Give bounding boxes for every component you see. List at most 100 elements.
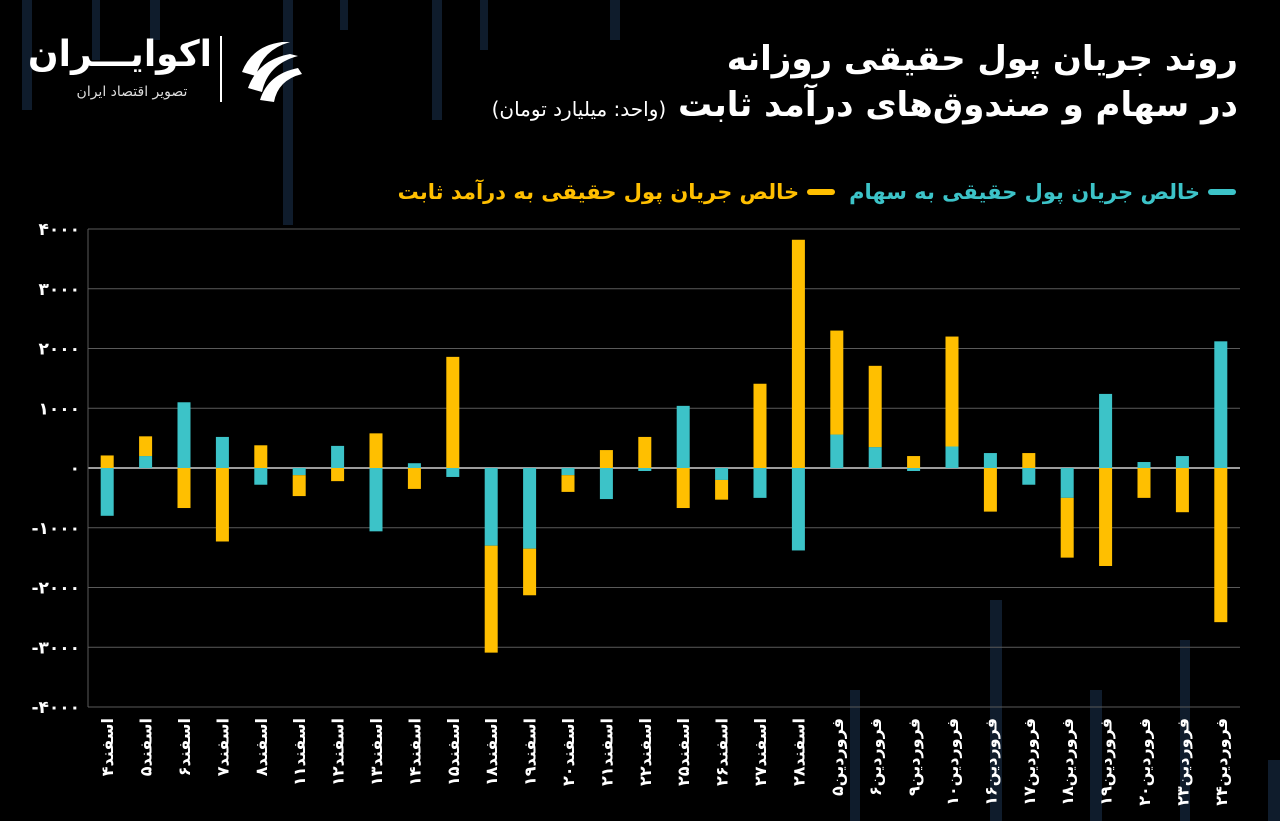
chart-legend: خالص جریان پول حقیقی به سهام خالص جریان … (398, 180, 1236, 204)
y-tick-label: -۲۰۰۰ (31, 579, 80, 599)
x-tick-label: فروردین۱۶ (981, 718, 1000, 806)
x-tick-label: اسفند۱۵ (444, 718, 463, 786)
bar-fixed-income (1022, 453, 1036, 468)
bar-fixed-income (292, 475, 306, 497)
bar-stocks (523, 468, 537, 549)
x-tick-label: اسفند۱۴ (405, 718, 424, 786)
unit-label: (واحد: میلیارد تومان) (491, 97, 667, 121)
legend-item-stocks: خالص جریان پول حقیقی به سهام (849, 180, 1236, 204)
legend-item-fixed-income: خالص جریان پول حقیقی به درآمد ثابت (397, 180, 836, 204)
bar-stocks (254, 468, 268, 485)
bar-fixed-income (254, 445, 268, 468)
bar-fixed-income (907, 456, 921, 468)
bar-fixed-income (1099, 468, 1113, 566)
x-tick-label: اسفند۴ (98, 718, 117, 776)
bar-fixed-income (1214, 468, 1228, 623)
bar-stocks (945, 446, 959, 468)
x-tick-label: اسفند۲۲ (636, 718, 655, 786)
x-tick-label: فروردین۹ (905, 718, 924, 796)
title-block: روند جریان پول حقیقی روزانه در سهام و صن… (492, 36, 1238, 132)
bar-stocks (676, 405, 690, 468)
y-tick-label: -۴۰۰۰ (31, 698, 80, 718)
bar-stocks (1214, 341, 1228, 468)
x-tick-label: اسفند۱۱ (290, 718, 309, 786)
bar-fixed-income (331, 468, 345, 482)
page-subtitle-text: در سهام و صندوق‌های درآمد ثابت (678, 85, 1238, 125)
bar-fixed-income (561, 475, 575, 492)
x-tick-label: اسفند۱۲ (329, 718, 348, 786)
page-subtitle: در سهام و صندوق‌های درآمد ثابت (واحد: می… (492, 82, 1238, 132)
x-tick-label: اسفند۱۳ (367, 718, 386, 786)
x-tick-label: فروردین۶ (866, 718, 885, 796)
y-tick-label: -۱۰۰۰ (31, 519, 80, 539)
x-tick-label: اسفند۲۷ (751, 718, 770, 786)
bar-fixed-income (407, 468, 421, 489)
bar-stocks (369, 468, 383, 532)
bar-fixed-income (523, 548, 537, 596)
y-tick-label: ۰ (70, 459, 80, 479)
bar-stocks (561, 468, 575, 476)
x-tick-label: اسفند۱۸ (482, 718, 501, 786)
bar-fixed-income (446, 356, 460, 468)
bar-stocks (1099, 393, 1113, 468)
bar-stocks (100, 468, 114, 516)
bar-stocks (1137, 462, 1151, 468)
bar-fixed-income (791, 239, 805, 468)
x-tick-label: فروردین۱۷ (1020, 718, 1039, 806)
x-tick-label: فروردین۱۹ (1097, 718, 1116, 806)
bar-fixed-income (177, 468, 191, 509)
x-tick-label: فروردین۲۰ (1135, 718, 1154, 806)
x-tick-label: اسفند۷ (213, 718, 232, 776)
y-tick-label: ۴۰۰۰ (38, 220, 80, 240)
bar-stocks (830, 434, 844, 468)
y-tick-label: ۱۰۰۰ (38, 399, 80, 419)
logo-tagline: تصویر اقتصاد ایران (76, 84, 188, 100)
x-tick-label: فروردین۵ (828, 718, 847, 796)
bar-stocks (139, 456, 153, 468)
bar-fixed-income (830, 330, 844, 435)
bar-fixed-income (1137, 468, 1151, 498)
bar-stocks (791, 468, 805, 551)
bar-stocks (715, 468, 729, 480)
bar-stocks (983, 453, 997, 468)
bar-fixed-income (945, 336, 959, 447)
x-tick-label: اسفند۶ (175, 718, 194, 776)
bar-stocks (753, 468, 767, 498)
bar-stocks (1022, 468, 1036, 485)
bar-stocks (215, 436, 229, 468)
bar-stocks (907, 468, 921, 471)
legend-swatch-fixed-income (807, 189, 836, 195)
bar-stocks (177, 402, 191, 468)
legend-swatch-stocks (1208, 189, 1236, 195)
bar-fixed-income (983, 468, 997, 512)
x-tick-label: اسفند۲۸ (789, 718, 808, 786)
bar-fixed-income (1175, 468, 1189, 513)
bar-fixed-income (1060, 497, 1074, 558)
x-tick-label: اسفند۸ (252, 718, 271, 776)
bar-fixed-income (599, 450, 613, 468)
x-tick-label: فروردین۲۴ (1212, 718, 1231, 806)
logo: اکوایـــران تصویر اقتصاد ایران (27, 34, 318, 114)
x-tick-label: اسفند۲۱ (597, 718, 616, 786)
y-tick-label: ۲۰۰۰ (38, 340, 80, 360)
bar-stocks (331, 445, 345, 468)
bar-stocks (292, 468, 306, 476)
legend-label-fixed-income: خالص جریان پول حقیقی به درآمد ثابت (397, 180, 800, 204)
ecoiran-logo-icon (242, 42, 302, 102)
bar-stocks (868, 447, 882, 468)
x-tick-label: اسفند۱۹ (521, 718, 540, 786)
bar-fixed-income (369, 433, 383, 468)
x-tick-label: اسفند۲۶ (713, 718, 732, 786)
bar-stocks (1060, 468, 1074, 498)
bar-fixed-income (868, 365, 882, 448)
x-tick-label: اسفند۲۰ (559, 718, 578, 786)
bar-fixed-income (715, 479, 729, 500)
y-tick-label: ۳۰۰۰ (38, 280, 80, 300)
page-title: روند جریان پول حقیقی روزانه (726, 39, 1238, 79)
logo-name: اکوایـــران (27, 34, 212, 75)
bar-fixed-income (484, 545, 498, 653)
bar-fixed-income (139, 436, 153, 457)
x-tick-label: فروردین۱۸ (1058, 718, 1077, 806)
x-tick-label: فروردین۲۳ (1173, 718, 1192, 806)
